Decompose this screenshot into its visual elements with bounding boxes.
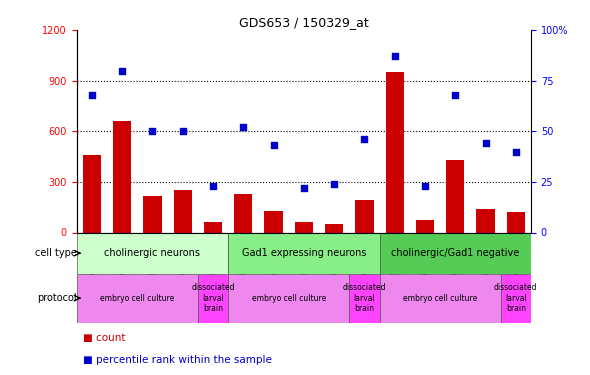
Point	[208, 183, 218, 189]
Bar	[416, 220, 434, 232]
Point	[420, 183, 430, 189]
Text: ■ count: ■ count	[83, 333, 125, 342]
Text: dissociated
larval
brain: dissociated larval brain	[343, 283, 386, 313]
Point	[269, 142, 278, 148]
Text: embryo cell culture: embryo cell culture	[251, 294, 326, 303]
Text: ■ percentile rank within the sample: ■ percentile rank within the sample	[83, 355, 271, 365]
Text: cell type: cell type	[35, 248, 77, 258]
Bar	[477, 209, 494, 232]
Bar	[386, 72, 404, 232]
Text: embryo cell culture: embryo cell culture	[100, 294, 175, 303]
Bar	[325, 224, 343, 232]
Bar	[143, 196, 162, 232]
Point	[451, 92, 460, 98]
Text: protocol: protocol	[37, 293, 77, 303]
Bar	[379, 232, 531, 274]
Point	[178, 128, 188, 134]
Bar	[379, 274, 501, 322]
Bar	[83, 155, 101, 232]
Bar	[349, 274, 379, 322]
Bar	[507, 212, 525, 232]
Bar	[113, 121, 131, 232]
Point	[390, 53, 399, 59]
Bar	[228, 274, 349, 322]
Bar	[295, 222, 313, 232]
Point	[299, 185, 309, 191]
Bar	[228, 232, 379, 274]
Title: GDS653 / 150329_at: GDS653 / 150329_at	[239, 16, 369, 29]
Bar	[173, 190, 192, 232]
Bar	[204, 222, 222, 232]
Point	[360, 136, 369, 142]
Text: embryo cell culture: embryo cell culture	[403, 294, 477, 303]
Text: Gad1 expressing neurons: Gad1 expressing neurons	[241, 248, 366, 258]
Bar	[77, 232, 228, 274]
Point	[87, 92, 97, 98]
Bar	[198, 274, 228, 322]
Point	[117, 68, 127, 74]
Bar	[77, 274, 198, 322]
Text: cholinergic neurons: cholinergic neurons	[104, 248, 201, 258]
Bar	[446, 160, 464, 232]
Text: cholinergic/Gad1 negative: cholinergic/Gad1 negative	[391, 248, 519, 258]
Point	[148, 128, 157, 134]
Bar	[234, 194, 253, 232]
Point	[511, 148, 520, 154]
Point	[329, 181, 339, 187]
Bar	[355, 200, 373, 232]
Bar	[501, 274, 531, 322]
Text: dissociated
larval
brain: dissociated larval brain	[191, 283, 235, 313]
Bar	[264, 211, 283, 232]
Point	[238, 124, 248, 130]
Point	[481, 140, 490, 146]
Text: dissociated
larval
brain: dissociated larval brain	[494, 283, 537, 313]
